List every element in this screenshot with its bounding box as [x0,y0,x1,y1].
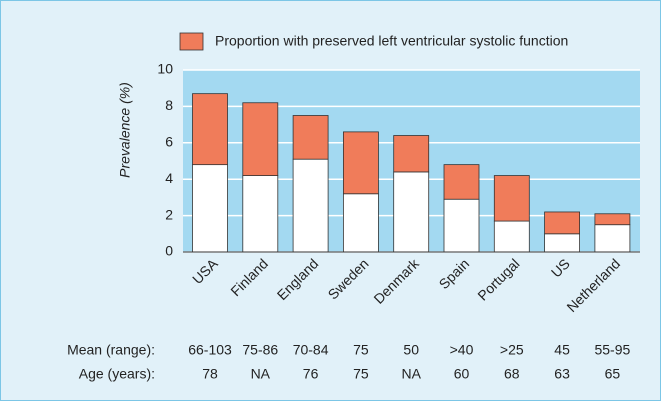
y-tick-label: 10 [157,61,173,77]
bar-segment [493,220,530,253]
table-cell: 60 [454,366,470,382]
bar-segment [544,233,580,253]
bar-segment [443,164,480,200]
bar-segment [242,102,279,176]
table-cell: 55-95 [594,342,630,358]
y-tick-label: 0 [165,243,173,259]
bar-segment [342,193,379,253]
table-cell: 70-84 [293,342,329,358]
bar-segment [342,131,379,195]
table-cell: >40 [450,342,474,358]
bar-segment [192,93,228,166]
table-cell: 65 [605,366,621,382]
table-cell: NA [401,366,421,382]
legend-label: Proportion with preserved left ventricul… [215,33,568,49]
bar-segment [192,164,228,253]
table-cell: 78 [202,366,218,382]
bar-segment [493,175,530,222]
table-cell: 75 [353,366,369,382]
bar-segment [443,198,480,253]
table-cell: >25 [500,342,524,358]
bar-segment [393,135,430,173]
y-tick-label: 4 [165,170,173,186]
table-cell: 66-103 [188,342,232,358]
table-cell: 50 [403,342,419,358]
table-cell: 75 [353,342,369,358]
y-tick-label: 6 [165,134,173,150]
bar-segment [393,171,430,253]
table-cell: 63 [554,366,570,382]
y-tick-label: 2 [165,206,173,222]
table-cell: NA [251,366,271,382]
bar-segment [594,213,631,226]
bar-segment [292,115,329,160]
table-row-label: Mean (range): [67,342,155,358]
table-cell: 68 [504,366,520,382]
table-row-label: Age (years): [79,366,155,382]
y-axis-label: Prevalence (%) [117,82,133,178]
table-cell: 76 [303,366,319,382]
bar-segment [594,224,631,253]
y-tick-label: 8 [165,97,173,113]
legend-swatch [179,32,204,51]
table-cell: 75-86 [242,342,278,358]
bar-segment [544,211,580,235]
bar-segment [292,158,329,253]
bar-segment [242,175,279,253]
table-cell: 45 [554,342,570,358]
